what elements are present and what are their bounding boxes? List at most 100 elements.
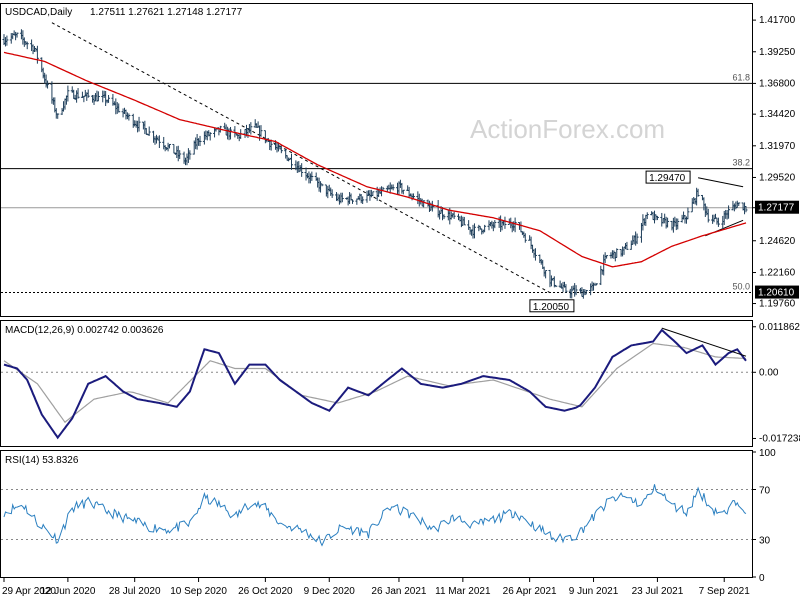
ohlc-bar: [340, 192, 344, 203]
rsi-tick-label: 70: [759, 486, 771, 497]
ohlc-bar: [178, 150, 182, 159]
ohlc-bar: [483, 224, 487, 233]
ohlc-bar: [46, 80, 50, 89]
annotation-label: 1.29470: [649, 173, 686, 184]
price-tick-label: 1.19760: [759, 299, 796, 310]
ohlc-bar: [696, 188, 700, 197]
ohlc-bar: [655, 215, 659, 221]
price-panel-frame: [0, 3, 753, 317]
ohlc-bar: [66, 85, 70, 102]
price-annotations: 1.29470 1.20050: [529, 170, 691, 313]
price-tick-label: 1.39250: [759, 47, 796, 58]
ohlc-bar: [574, 285, 578, 296]
ohlc-bar: [361, 196, 365, 205]
ohlc-bar: [35, 45, 39, 64]
x-tick-label: 10 Sep 2020: [170, 586, 227, 597]
fib-level-label: 38.2: [732, 158, 750, 168]
trendline: [697, 177, 744, 188]
ohlc-bar: [452, 211, 456, 219]
ohlc-bar: [320, 183, 324, 187]
rsi-tick-label: 100: [759, 448, 776, 459]
svg-text:1.20610: 1.20610: [758, 288, 795, 299]
annotation-label: 1.20050: [533, 302, 570, 313]
macd-tick-label: 0.00: [759, 367, 779, 378]
ohlc-bar: [391, 184, 395, 191]
macd-title: MACD(12,26,9) 0.002742 0.003626: [5, 325, 164, 336]
price-tick-label: 1.31970: [759, 141, 796, 152]
annotation-box: [645, 170, 691, 184]
ohlc-bar: [310, 171, 314, 181]
ohlc-bar: [371, 191, 375, 197]
ohlc-bar: [727, 205, 731, 219]
ohlc-bar: [605, 255, 609, 259]
rsi-title: RSI(14) 53.8326: [5, 455, 79, 466]
x-tick-label: 26 Apr 2021: [503, 586, 557, 597]
ohlc-bar: [594, 283, 598, 286]
price-tick-label: 1.36800: [759, 78, 796, 89]
ohlc-bar: [625, 241, 629, 250]
ohlc-bar: [615, 248, 619, 258]
ohlc-bar: [350, 199, 354, 204]
ohlc-bar: [208, 132, 212, 141]
ohlc-bar: [25, 41, 29, 50]
ohlc-bar: [259, 125, 263, 137]
ohlc-bar: [533, 248, 537, 261]
macd-signal-line: [3, 342, 747, 424]
ohlc-bar: [666, 217, 670, 228]
ohlc-bars: [2, 29, 748, 299]
ohlc-bar: [290, 153, 294, 170]
ohlc-bar: [300, 163, 304, 177]
ohlc-bar: [157, 135, 161, 149]
price-level-lines: 61.8 38.2 50.0: [1, 72, 752, 294]
ohlc-bar: [706, 208, 710, 223]
ohlc-bar: [401, 189, 405, 195]
ohlc-bar: [137, 116, 141, 132]
fib-level-label: 61.8: [732, 72, 750, 82]
ohlc-bar: [188, 150, 192, 160]
ohlc-bar: [472, 223, 476, 239]
ohlc-bar: [676, 218, 680, 230]
sma-line: [3, 51, 747, 268]
macd-axis-ticks: 0.011862 0.00 -0.017238: [752, 322, 800, 444]
ohlc-bar: [442, 214, 446, 220]
price-tick-label: 1.34420: [759, 109, 796, 120]
macd-line: [3, 328, 747, 440]
price-tick-label: 1.22160: [759, 268, 796, 279]
ohlc-bar: [635, 233, 639, 245]
svg-text:1.27177: 1.27177: [758, 203, 795, 214]
ohlc-bar: [462, 216, 466, 226]
ohlc-bar: [117, 103, 121, 113]
x-tick-label: 23 Jul 2021: [632, 586, 684, 597]
x-tick-label: 12 Jun 2020: [40, 586, 95, 597]
ohlc-bar: [544, 270, 548, 279]
x-tick-label: 29 Apr 2020: [2, 586, 56, 597]
ohlc-bar: [269, 139, 273, 151]
annotation-box: [529, 299, 575, 313]
ohlc-bar: [584, 289, 588, 295]
fib-level-label: 50.0: [732, 282, 750, 292]
trendline: [51, 22, 551, 294]
ohlc-bar: [5, 35, 9, 46]
macd-panel-frame: [0, 320, 753, 447]
ohlc-bar: [107, 94, 111, 103]
ohlc-bar: [744, 205, 748, 213]
ohlc-bar: [96, 91, 100, 102]
x-tick-label: 9 Jun 2021: [569, 586, 619, 597]
x-tick-label: 26 Oct 2020: [238, 586, 293, 597]
x-tick-label: 9 Dec 2020: [304, 586, 356, 597]
price-tick-label: 1.29520: [759, 172, 796, 183]
ohlc-bar: [279, 145, 283, 154]
rsi-line: [3, 484, 747, 547]
rsi-tick-label: 30: [759, 536, 771, 547]
x-tick-label: 26 Jan 2021: [371, 586, 426, 597]
ohlc-bar: [15, 32, 19, 38]
rsi-panel-frame: [0, 450, 753, 578]
macd-tick-label: -0.017238: [759, 433, 800, 444]
ohlc-bar: [147, 126, 151, 136]
price-axis-ticks: 1.41700 1.39250 1.36800 1.34420 1.31970 1.295…: [752, 15, 799, 310]
ohlc-bar: [56, 113, 60, 119]
watermark: ActionForex.com: [470, 114, 665, 144]
